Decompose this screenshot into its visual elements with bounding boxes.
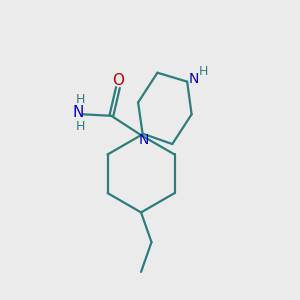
Text: H: H: [76, 93, 85, 106]
Text: N: N: [139, 133, 149, 147]
Text: H: H: [199, 65, 208, 78]
Text: N: N: [73, 105, 84, 120]
Text: H: H: [76, 120, 85, 133]
Text: O: O: [112, 73, 124, 88]
Text: N: N: [188, 72, 199, 86]
